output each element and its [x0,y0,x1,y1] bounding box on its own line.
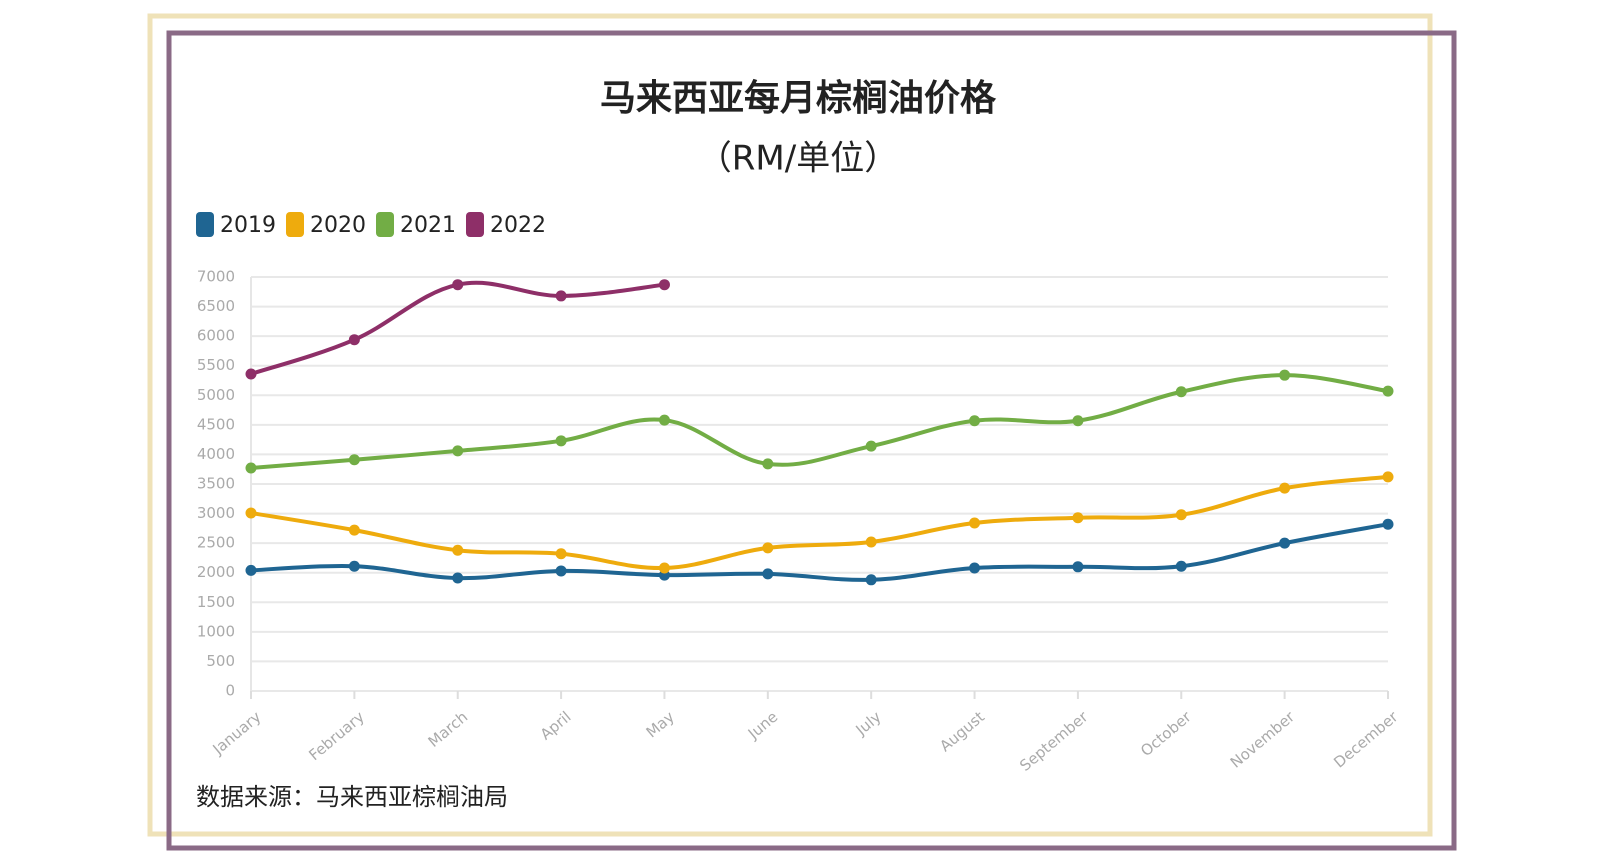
y-tick-label: 3000 [197,504,235,522]
y-tick-label: 4000 [197,445,235,463]
x-tick-label: October [1137,707,1195,760]
y-tick-label: 500 [206,652,235,670]
data-point [452,572,464,584]
legend-swatch [466,212,484,237]
data-point [555,290,567,302]
x-tick-label: March [425,708,472,751]
legend-label: 2020 [310,213,366,238]
data-point [555,435,567,447]
data-point [245,462,257,474]
data-point [658,279,670,291]
series-line [250,280,665,376]
x-tick-label: August [936,708,988,756]
data-point [1175,386,1187,398]
data-point [555,548,567,560]
x-tick-label: September [1016,707,1092,775]
series-line [250,522,1389,582]
x-tick-label: May [643,708,678,742]
data-point [1175,509,1187,521]
x-tick-label: February [305,708,368,765]
data-point [452,544,464,556]
legend-label: 2022 [490,213,546,238]
y-tick-label: 5000 [197,386,235,404]
inner-frame [166,30,1457,851]
y-tick-label: 2000 [197,563,235,581]
legend-swatch [286,212,304,237]
data-point [452,279,464,291]
data-point [348,454,360,466]
data-point [1072,415,1084,427]
data-point [245,507,257,519]
data-point [1072,561,1084,573]
chart-subtitle: （RM/单位） [698,139,898,179]
y-tick-label: 1500 [197,593,235,611]
data-point [762,542,774,554]
data-point [555,565,567,577]
data-point [245,564,257,576]
x-tick-label: November [1227,707,1299,771]
y-tick-label: 3500 [197,475,235,493]
data-point [1279,537,1291,549]
x-tick-label: January [209,708,265,759]
data-point [1072,512,1084,524]
data-point [969,562,981,574]
data-point [348,334,360,346]
y-tick-label: 1000 [197,622,235,640]
y-tick-label: 2500 [197,534,235,552]
data-point [865,440,877,452]
legend-swatch [196,212,214,237]
data-point [1279,482,1291,494]
x-tick-label: July [852,708,885,740]
data-point [1175,560,1187,572]
y-tick-label: 0 [225,682,235,700]
data-point [658,414,670,426]
y-tick-label: 7000 [197,268,235,286]
data-point [969,415,981,427]
legend-label: 2019 [220,213,276,238]
y-tick-label: 6000 [197,327,235,345]
data-point [1382,518,1394,530]
y-tick-label: 5500 [197,356,235,374]
data-point [1279,369,1291,381]
data-point [762,568,774,580]
data-point [245,368,257,380]
data-point [1382,471,1394,483]
y-tick-label: 6500 [197,297,235,315]
y-tick-label: 4500 [197,415,235,433]
data-point [348,524,360,536]
data-point [658,562,670,574]
data-point [969,517,981,529]
data-point [348,560,360,572]
data-point [762,458,774,470]
chart-title: 马来西亚每月棕榈油价格 [600,78,997,119]
x-tick-label: June [744,708,781,743]
data-point [452,445,464,457]
data-point [865,574,877,586]
data-point [865,536,877,548]
x-tick-label: December [1330,707,1402,771]
series-line [250,474,1389,570]
legend-label: 2021 [400,213,456,238]
outer-frame [147,13,1433,837]
data-point [1382,385,1394,397]
x-tick-label: April [537,708,575,744]
source-note: 数据来源：马来西亚棕榈油局 [196,783,508,811]
series-line [250,373,1389,471]
legend-swatch [376,212,394,237]
